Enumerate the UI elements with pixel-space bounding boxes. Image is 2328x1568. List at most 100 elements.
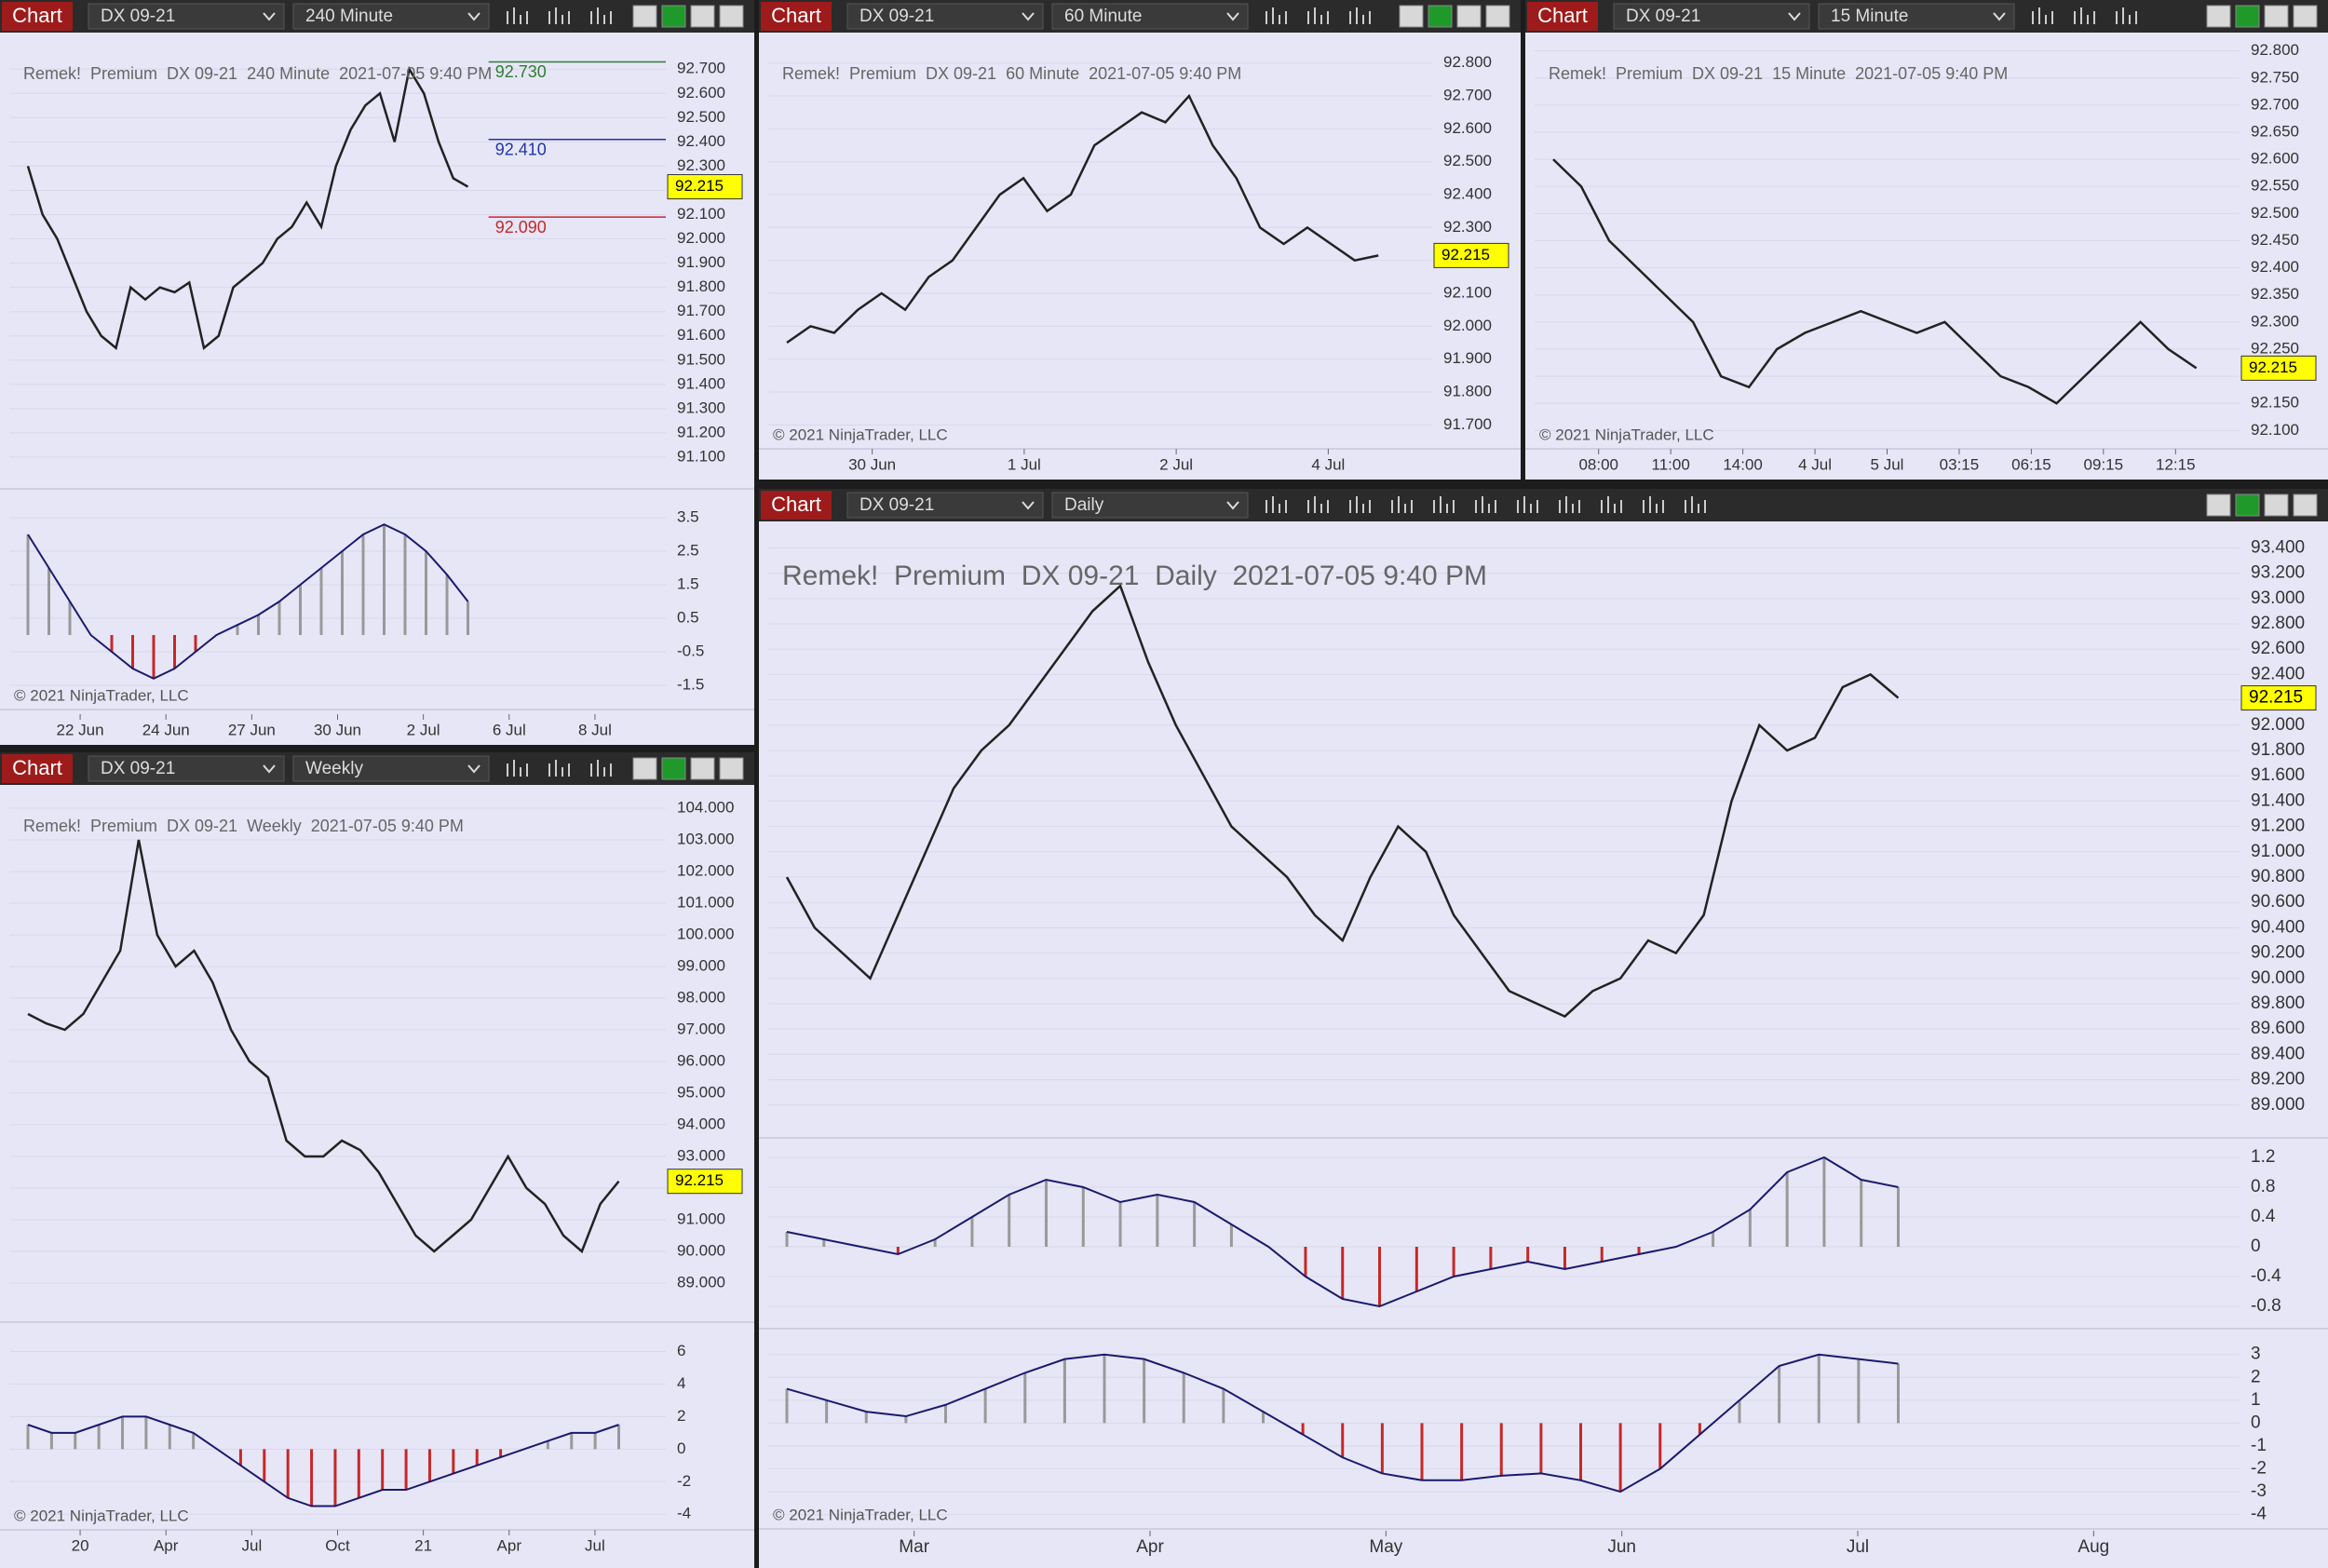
toolbar-icon[interactable] [1643,496,1664,513]
price-axis-label: 0 [2251,1237,2261,1256]
window-button[interactable] [1428,5,1453,28]
instrument-dropdown[interactable] [88,3,285,30]
window-button[interactable] [661,757,686,780]
price-axis-label: 91.100 [677,447,725,465]
price-axis-label: 0.8 [2251,1177,2275,1196]
window-button[interactable] [2264,5,2289,28]
price-axis-label: 94.000 [677,1115,725,1132]
toolbar-icon[interactable] [1517,496,1538,513]
toolbar-icon[interactable] [1433,496,1455,513]
window-button[interactable] [719,5,744,28]
toolbar-icon[interactable] [1559,496,1580,513]
toolbar-icon[interactable] [1349,496,1371,513]
window-button[interactable] [690,757,715,780]
price-axis-label: 92.350 [2251,285,2299,303]
date-axis-label: 8 Jul [578,721,612,738]
toolbar-icon[interactable] [1391,496,1413,513]
toolbar-icon[interactable] [1685,496,1706,513]
chart-tab[interactable] [761,491,832,520]
interval-dropdown[interactable] [1051,492,1249,519]
window-button[interactable] [1399,5,1424,28]
interval-label: Weekly [305,759,363,778]
price-axis-label: 96.000 [677,1051,725,1069]
dropdown-arrow [467,12,480,21]
date-axis-label: 4 Jul [1798,455,1832,473]
window-button[interactable] [2206,5,2231,28]
window-button[interactable] [2293,5,2318,28]
interval-dropdown[interactable] [1818,3,2015,30]
last-price-marker [2240,685,2317,711]
toolbar-icon[interactable] [1475,496,1496,513]
price-axis-label: 92.600 [677,84,725,101]
price-axis-label: 92.500 [2251,204,2299,222]
toolbar-icon[interactable] [2074,7,2095,24]
price-axis-label: -2 [2251,1459,2267,1479]
toolbar-icon[interactable] [507,760,528,777]
window-button[interactable] [719,757,744,780]
price-axis-label: -0.8 [2251,1296,2281,1316]
instrument-dropdown[interactable] [1613,3,1810,30]
toolbar-icon[interactable] [507,7,528,24]
window-button[interactable] [690,5,715,28]
date-axis-label: Apr [154,1536,179,1554]
date-axis-label: 20 [72,1536,89,1554]
toolbar-icon[interactable] [1266,7,1287,24]
window-button[interactable] [1485,5,1510,28]
window-button[interactable] [1456,5,1482,28]
price-axis-label: 91.300 [677,399,725,416]
toolbar-icon[interactable] [548,7,570,24]
copyright: © 2021 NinjaTrader, LLC [14,1507,189,1524]
price-axis-label: 0.4 [2251,1207,2276,1226]
interval-dropdown[interactable] [292,755,490,782]
price-axis-label: 101.000 [677,893,734,911]
chart-tab[interactable] [2,754,73,783]
interval-dropdown[interactable] [1051,3,1249,30]
date-axis-label: 1 Jul [1008,455,1041,473]
toolbar-icon[interactable] [590,760,612,777]
chart-tab[interactable] [2,2,73,31]
price-axis-label: 92.300 [677,156,725,174]
price-line [786,93,1379,345]
instrument-dropdown[interactable] [88,755,285,782]
toolbar-icon[interactable] [1266,496,1287,513]
price-axis-label: 92.800 [1443,53,1492,71]
price-axis-label: -4 [2251,1505,2267,1524]
instrument-label: DX 09-21 [859,495,934,515]
instrument-dropdown[interactable] [846,492,1044,519]
interval-dropdown[interactable] [292,3,490,30]
toolbar-icon[interactable] [1349,7,1371,24]
dropdown-arrow [1022,501,1035,510]
chart-tab[interactable] [1527,2,1598,31]
last-price-label: 92.215 [1441,246,1490,264]
window-button[interactable] [2293,493,2318,517]
toolbar-icon[interactable] [1307,7,1329,24]
toolbar-icon[interactable] [1307,496,1329,513]
window-button[interactable] [632,5,657,28]
copyright: © 2021 NinjaTrader, LLC [773,426,948,443]
window-button[interactable] [2235,493,2260,517]
date-axis-label: 21 [414,1536,432,1554]
price-axis-label: 102.000 [677,861,734,879]
date-axis-label: 6 Jul [493,721,526,738]
toolbar-icon[interactable] [548,760,570,777]
toolbar-icon[interactable] [2032,7,2053,24]
last-price-label: 92.215 [675,177,724,195]
last-price-label: 92.215 [675,1171,724,1189]
window-button[interactable] [2235,5,2260,28]
price-axis-label: 90.000 [677,1241,725,1259]
chart-window [0,0,754,745]
window-button[interactable] [2206,493,2231,517]
chart-tab[interactable] [761,2,832,31]
price-axis-label: 92.400 [2251,664,2305,683]
window-button[interactable] [661,5,686,28]
oscillator-line [786,1353,1899,1494]
price-axis-label: 91.800 [2251,740,2305,760]
window-button[interactable] [632,757,657,780]
price-axis-label: 92.000 [2251,715,2305,735]
toolbar-icon[interactable] [1601,496,1622,513]
price-axis-label: 92.500 [677,108,725,126]
toolbar-icon[interactable] [590,7,612,24]
instrument-dropdown[interactable] [846,3,1044,30]
toolbar-icon[interactable] [2116,7,2137,24]
window-button[interactable] [2264,493,2289,517]
